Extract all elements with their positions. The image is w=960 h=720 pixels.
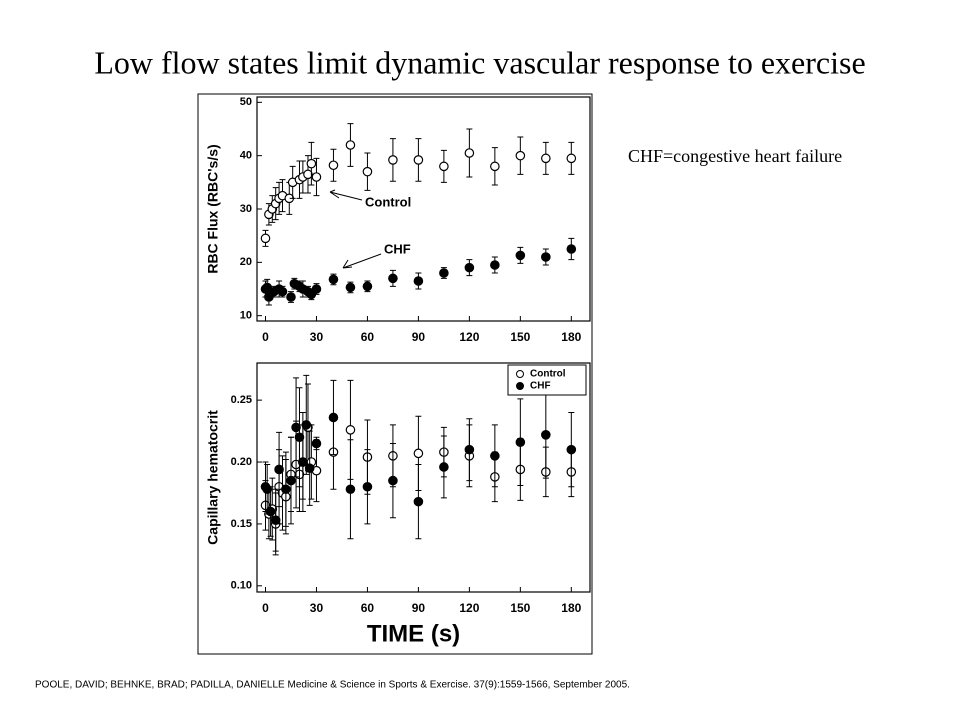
y-tick-label: 0.20 xyxy=(231,456,252,468)
citation: POOLE, DAVID; BEHNKE, BRAD; PADILLA, DAN… xyxy=(35,680,630,691)
data-point xyxy=(260,233,271,244)
data-point xyxy=(362,481,373,492)
x-tick-label: 90 xyxy=(412,601,426,615)
x-tick-label: 0 xyxy=(262,330,269,344)
annotation-arrow xyxy=(342,253,382,269)
data-point xyxy=(362,166,373,177)
data-point xyxy=(464,148,475,158)
data-point xyxy=(541,153,551,164)
data-point xyxy=(566,444,577,455)
y-axis-label: RBC Flux (RBC's/s) xyxy=(205,144,221,273)
data-point xyxy=(345,140,356,150)
legend-marker xyxy=(516,382,524,390)
x-tick-label: 120 xyxy=(459,330,479,344)
data-point xyxy=(413,276,424,286)
data-point xyxy=(311,438,322,449)
y-tick-label: 50 xyxy=(240,96,252,108)
y-tick-label: 20 xyxy=(240,256,252,268)
data-point xyxy=(345,282,356,293)
x-tick-label: 180 xyxy=(561,330,581,344)
data-point xyxy=(541,252,551,262)
x-tick-label: 30 xyxy=(310,330,324,344)
data-point xyxy=(515,150,526,161)
x-tick-label: 90 xyxy=(412,330,426,344)
data-point xyxy=(464,444,475,455)
data-point xyxy=(345,425,356,435)
data-point xyxy=(566,244,577,254)
data-point xyxy=(490,451,500,461)
data-point xyxy=(362,281,373,292)
x-tick-label: 60 xyxy=(361,330,375,344)
x-axis-label: TIME (s) xyxy=(367,620,460,647)
data-point xyxy=(490,161,500,172)
data-point xyxy=(413,155,424,165)
legend-marker xyxy=(516,370,524,378)
x-tick-label: 150 xyxy=(510,330,530,344)
x-tick-label: 180 xyxy=(561,601,581,615)
data-point xyxy=(311,284,322,294)
data-point xyxy=(286,475,296,486)
data-point xyxy=(301,420,312,430)
y-tick-label: 10 xyxy=(240,310,252,322)
data-point xyxy=(303,169,313,180)
plot-frame xyxy=(256,362,591,593)
data-point xyxy=(281,484,291,495)
data-point xyxy=(294,432,305,443)
data-point xyxy=(439,268,449,278)
annotation-arrow xyxy=(329,189,363,201)
x-tick-label: 60 xyxy=(361,601,375,615)
x-tick-label: 30 xyxy=(310,601,324,615)
legend-label: CHF xyxy=(530,381,551,392)
data-point xyxy=(541,429,551,440)
x-tick-label: 0 xyxy=(262,601,269,615)
y-tick-label: 0.25 xyxy=(231,394,252,406)
data-point xyxy=(515,437,526,448)
data-point xyxy=(566,153,577,164)
y-tick-label: 0.15 xyxy=(231,518,252,530)
data-point xyxy=(464,262,475,273)
annotation: Control xyxy=(365,194,411,209)
y-tick-label: 40 xyxy=(240,150,252,162)
y-tick-label: 0.10 xyxy=(231,580,252,592)
data-point xyxy=(388,475,398,486)
data-point xyxy=(439,161,449,172)
annotation: CHF xyxy=(384,241,411,256)
data-point xyxy=(306,158,317,169)
slide-title: Low flow states limit dynamic vascular r… xyxy=(94,44,865,80)
data-point xyxy=(291,422,301,433)
y-axis-label: Capillary hematocrit xyxy=(205,410,221,545)
note: CHF=congestive heart failure xyxy=(628,146,842,166)
x-tick-label: 120 xyxy=(459,601,479,615)
data-point xyxy=(345,484,356,495)
data-point xyxy=(328,274,339,285)
data-point xyxy=(328,412,339,423)
data-point xyxy=(286,292,296,302)
data-point xyxy=(490,260,500,270)
data-point xyxy=(388,155,398,165)
x-tick-label: 150 xyxy=(510,601,530,615)
data-point xyxy=(270,515,281,526)
figure-border xyxy=(197,93,593,655)
y-tick-label: 30 xyxy=(240,203,252,215)
data-point xyxy=(298,457,308,467)
legend-box xyxy=(507,364,587,396)
data-point xyxy=(304,463,315,474)
data-point xyxy=(328,160,339,171)
data-point xyxy=(413,496,424,507)
data-point xyxy=(515,250,526,261)
data-point xyxy=(413,448,424,459)
data-point xyxy=(439,462,449,472)
data-point xyxy=(274,464,284,475)
data-point xyxy=(277,286,288,297)
data-point xyxy=(311,172,322,182)
legend-label: Control xyxy=(530,369,566,380)
data-point xyxy=(265,506,276,517)
data-point xyxy=(388,273,398,284)
